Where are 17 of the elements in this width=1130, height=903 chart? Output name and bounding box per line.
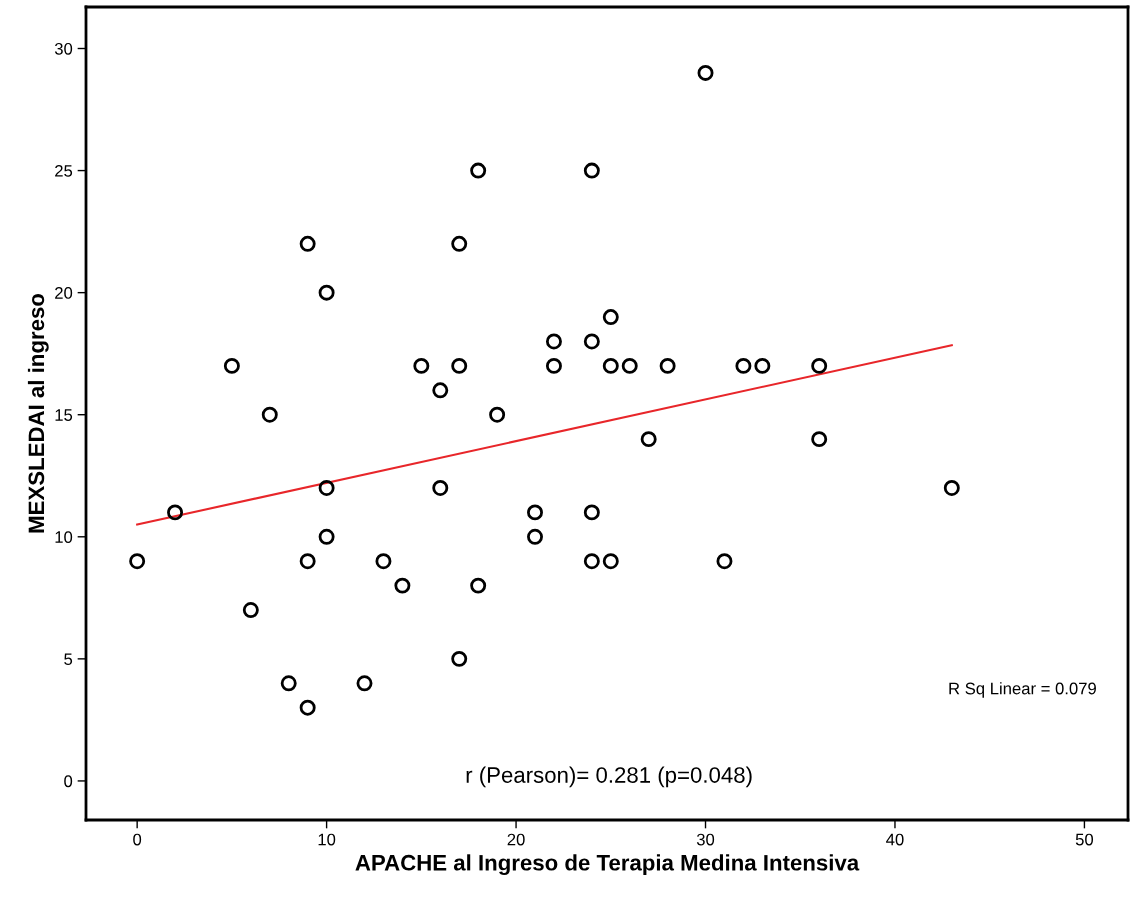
annotation: R Sq Linear = 0.079 (949, 682, 1096, 698)
y-tick-label: 30 (54, 42, 73, 55)
x-tick-label: 0 (133, 833, 142, 846)
x-tick-label: 30 (696, 833, 715, 846)
x-tick-label: 40 (886, 833, 904, 846)
y-axis-title: MEXSLEDAI al ingreso (27, 293, 49, 533)
y-tick-label: 20 (55, 287, 73, 299)
y-tick-label: 15 (55, 409, 73, 421)
x-tick-label: 10 (318, 833, 336, 846)
annotation: r (Pearson)= 0.281 (p=0.048) (466, 766, 752, 788)
y-tick-label: 10 (55, 531, 73, 543)
x-axis-title: APACHE al Ingreso de Terapia Medina Intensiva (355, 854, 860, 876)
y-tick-label: 5 (64, 653, 73, 666)
x-tick-label: 50 (1075, 833, 1094, 846)
y-tick-label: 0 (64, 775, 73, 788)
y-tick-label: 25 (55, 164, 73, 177)
x-tick-label: 20 (507, 833, 525, 846)
